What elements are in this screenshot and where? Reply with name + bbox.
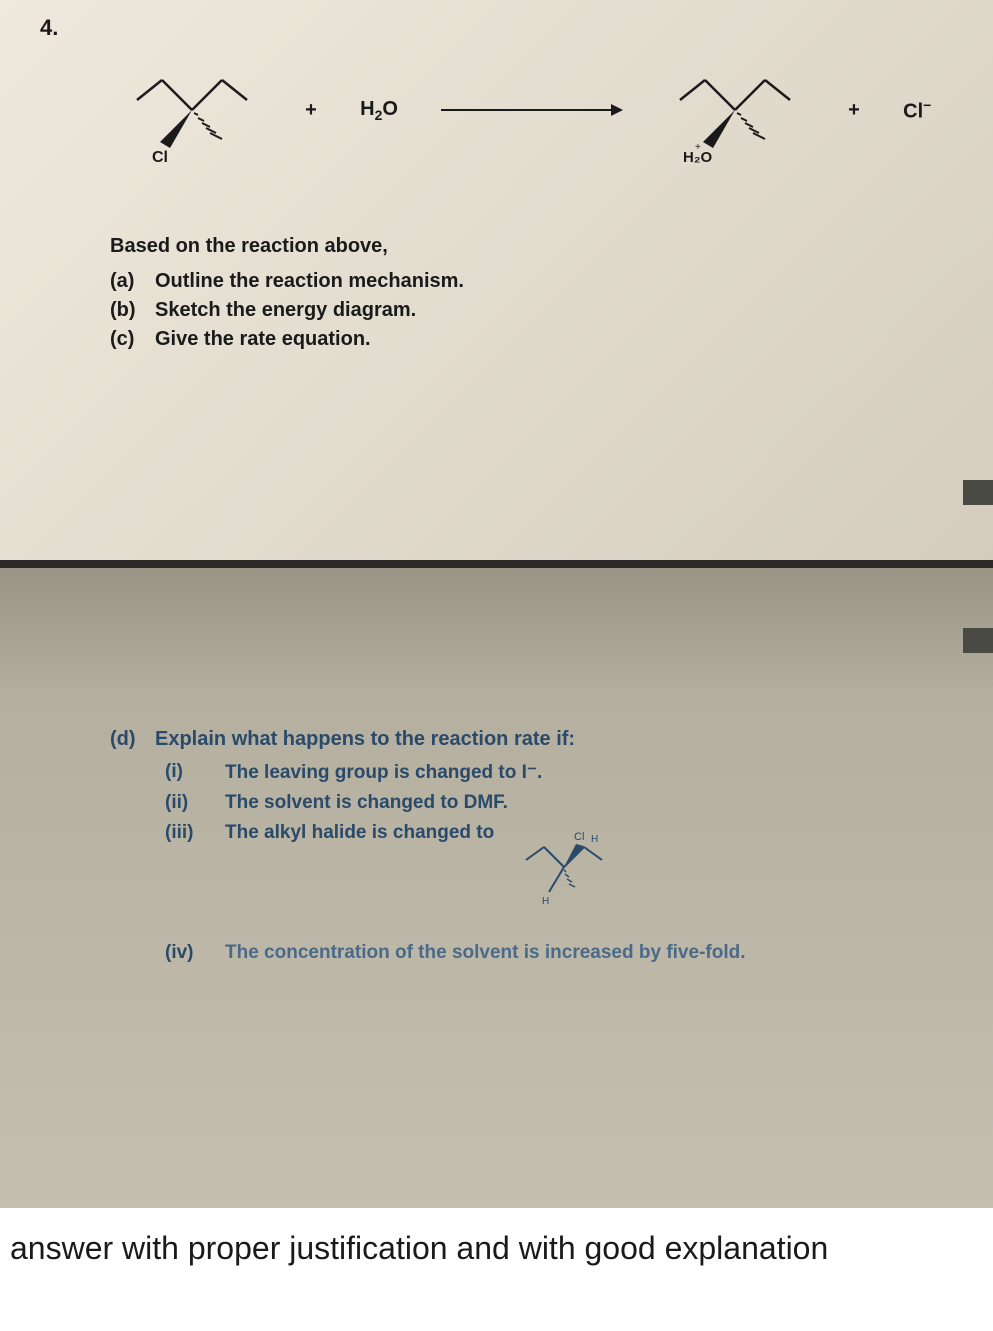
- part-c-label: (c): [110, 328, 155, 351]
- question-paper-bottom: (d) Explain what happens to the reaction…: [0, 568, 993, 1208]
- question-number: 4.: [40, 15, 58, 41]
- question-intro: Based on the reaction above,: [110, 230, 953, 262]
- plus-sign-1: +: [305, 99, 317, 122]
- part-b: (b) Sketch the energy diagram.: [110, 299, 953, 322]
- svg-text:H: H: [591, 834, 598, 845]
- part-a-label: (a): [110, 270, 155, 293]
- plus-sign-2: +: [848, 99, 860, 122]
- part-d-ii-label: (ii): [165, 792, 225, 814]
- reagent-h2o: H2O: [360, 98, 398, 123]
- part-a: (a) Outline the reaction mechanism.: [110, 270, 953, 293]
- part-d: (d) Explain what happens to the reaction…: [110, 728, 953, 964]
- part-d-text: Explain what happens to the reaction rat…: [155, 728, 575, 751]
- part-c: (c) Give the rate equation.: [110, 328, 953, 351]
- svg-text:Cl: Cl: [152, 149, 168, 166]
- part-d-ii-text: The solvent is changed to DMF.: [225, 792, 508, 814]
- part-a-text: Outline the reaction mechanism.: [155, 270, 464, 293]
- question-paper-top: 4. Cl + H2O: [0, 0, 993, 560]
- part-d-iv-label: (iv): [165, 942, 225, 964]
- byproduct-cl: Cl−: [903, 97, 931, 124]
- question-body: Based on the reaction above, (a) Outline…: [110, 230, 953, 351]
- side-gradebar-1: [963, 480, 993, 505]
- part-d-i-label: (i): [165, 761, 225, 783]
- svg-text:+: +: [695, 142, 701, 153]
- part-d-i-text: The leaving group is changed to I⁻.: [225, 761, 542, 784]
- part-d-i: (i) The leaving group is changed to I⁻.: [165, 761, 953, 784]
- page-divider: [0, 560, 993, 568]
- reactant-molecule: Cl: [122, 50, 262, 170]
- reaction-arrow: [441, 109, 621, 111]
- part-d-iii-label: (iii): [165, 822, 225, 844]
- reaction-scheme: Cl + H2O H₂O: [100, 40, 953, 180]
- svg-text:Cl: Cl: [574, 831, 584, 843]
- side-gradebar-2: [963, 628, 993, 653]
- answer-instruction: answer with proper justification and wit…: [0, 1208, 993, 1290]
- part-d-header: (d) Explain what happens to the reaction…: [110, 728, 953, 751]
- svg-text:H: H: [542, 896, 549, 907]
- part-c-text: Give the rate equation.: [155, 328, 371, 351]
- part-d-iii-molecule: Cl H H: [514, 822, 614, 912]
- product-molecule: H₂O +: [665, 50, 805, 170]
- part-d-ii: (ii) The solvent is changed to DMF.: [165, 792, 953, 814]
- part-d-iv: (iv) The concentration of the solvent is…: [165, 942, 953, 964]
- part-d-iv-text: The concentration of the solvent is incr…: [225, 942, 746, 964]
- part-d-label: (d): [110, 728, 155, 751]
- instruction-text: answer with proper justification and wit…: [10, 1228, 983, 1270]
- part-d-iii: (iii) The alkyl halide is changed to: [165, 822, 953, 912]
- part-b-label: (b): [110, 299, 155, 322]
- part-d-iii-text: The alkyl halide is changed to: [225, 822, 494, 844]
- part-b-text: Sketch the energy diagram.: [155, 299, 416, 322]
